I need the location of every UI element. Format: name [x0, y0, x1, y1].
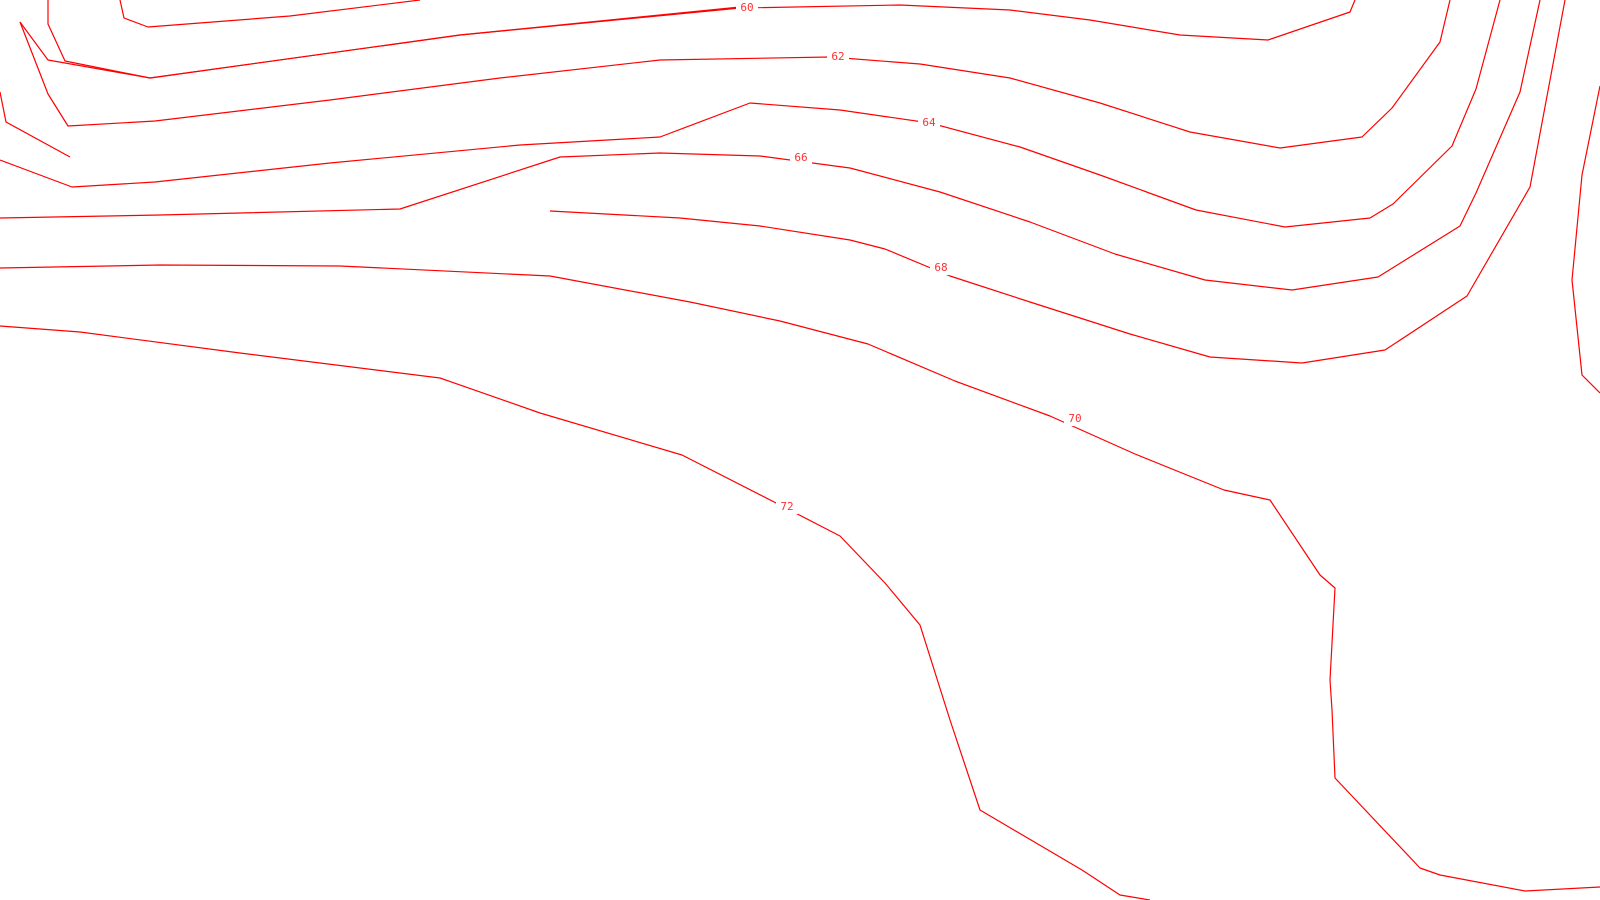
contour-line-66: [0, 0, 1541, 291]
contour-label-text-60: 60: [740, 1, 753, 14]
contour-line-68-right: [549, 0, 1566, 364]
contour-label-text-70: 70: [1068, 412, 1081, 425]
contour-label-62: 62: [827, 50, 849, 64]
contour-label-text-64: 64: [922, 116, 936, 129]
contour-line-62: [19, 0, 1451, 149]
contour-line-60: [47, 0, 1356, 79]
contour-label-text-68: 68: [934, 261, 947, 274]
contour-label-text-72: 72: [780, 500, 793, 513]
contour-line-70: [0, 325, 1151, 900]
contour-label-text-66: 66: [794, 151, 807, 164]
contour-label-72: 72: [776, 500, 798, 514]
contour-line-top-inner: [119, 0, 421, 28]
contour-label-64: 64: [918, 116, 940, 130]
contour-line-left-edge-upper: [0, 91, 71, 158]
contour-line-64: [0, 0, 1501, 228]
contour-label-68: 68: [930, 261, 952, 275]
contour-line-top-outer: [19, 6, 741, 79]
contour-label-70: 70: [1064, 412, 1086, 426]
contour-label-66: 66: [790, 151, 812, 165]
contour-line-right-edge: [1571, 85, 1600, 394]
contour-line-68: [0, 264, 1600, 892]
contour-label-text-62: 62: [831, 50, 844, 63]
contour-label-60: 60: [736, 1, 758, 15]
